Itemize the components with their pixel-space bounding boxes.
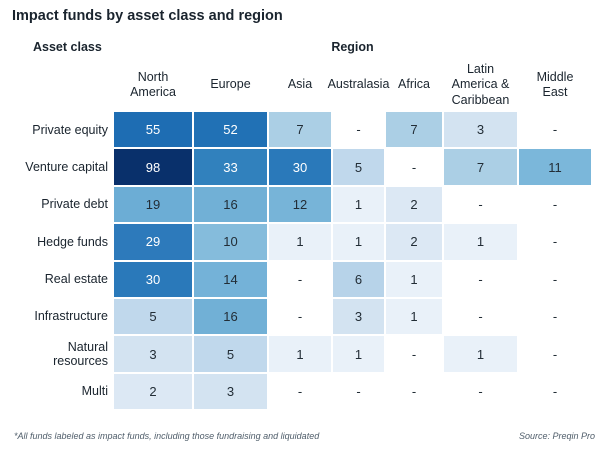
heatmap-cell: 1 (444, 224, 517, 260)
chart-title: Impact funds by asset class and region (12, 8, 283, 24)
row-label-text: Hedge funds (37, 234, 108, 249)
heatmap-cell: 1 (269, 224, 331, 260)
col-header-3: Asia (269, 60, 331, 110)
col-header-label: Australasia (327, 77, 390, 92)
row-label-text: Real estate (44, 272, 108, 287)
heatmap-cell: 19 (114, 186, 192, 223)
col-header-6: Latin America & Caribbean (444, 60, 517, 110)
heatmap-cell: - (519, 224, 591, 260)
heatmap-cell: - (519, 261, 591, 297)
heatmap-cell: 30 (114, 261, 192, 297)
row-label-text: Natural resources (53, 339, 108, 369)
heatmap-cell: - (386, 336, 442, 372)
heatmap-cell: 1 (444, 336, 517, 372)
heatmap-cell: - (444, 261, 517, 297)
row-label-6: Infrastructure (0, 299, 112, 334)
heatmap-cell: - (519, 186, 591, 223)
heatmap-cell: - (519, 373, 591, 410)
heatmap-cell: 6 (333, 261, 384, 297)
heatmap-cell: - (333, 112, 384, 148)
heatmap-cell: - (519, 298, 591, 335)
heatmap-cell: - (519, 336, 591, 372)
heatmap-cell: 3 (333, 298, 384, 335)
col-header-2: Europe (194, 60, 267, 110)
col-header-4: Australasia (328, 60, 390, 110)
heatmap-cell: 3 (444, 112, 517, 148)
heatmap-cell: 7 (444, 149, 517, 185)
heatmap-cell: 10 (194, 224, 267, 260)
heatmap-cell: 1 (333, 224, 384, 260)
col-header-7: Middle East (519, 60, 591, 110)
row-label-text: Private debt (41, 197, 108, 212)
heatmap-cell: 2 (386, 224, 442, 260)
heatmap-cell: - (444, 186, 517, 223)
heatmap-cell: 12 (269, 186, 331, 223)
heatmap-cell: 1 (386, 261, 442, 297)
heatmap-cell: 1 (386, 298, 442, 335)
heatmap-cell: 7 (386, 112, 442, 148)
heatmap-cell: 7 (269, 112, 331, 148)
heatmap-cell: 30 (269, 149, 331, 185)
heatmap-cell: - (269, 261, 331, 297)
heatmap-cell: 14 (194, 261, 267, 297)
heatmap-grid: North America Europe Asia Australasia Africa… (0, 60, 591, 410)
row-label-text: Private equity (32, 122, 108, 137)
heatmap-cell: 16 (194, 186, 267, 223)
heatmap-cell: - (333, 373, 384, 410)
col-axis-label: Region (331, 40, 374, 54)
row-label-text: Venture capital (25, 159, 108, 174)
heatmap-cell: 5 (194, 336, 267, 372)
heatmap-cell: 52 (194, 112, 267, 148)
row-label-4: Hedge funds (0, 224, 112, 259)
col-header-label: Latin America & Caribbean (451, 62, 510, 107)
row-label-1: Private equity (0, 112, 112, 147)
col-header-1: North America (114, 60, 192, 110)
heatmap-cell: 3 (194, 373, 267, 410)
row-axis-label: Asset class (33, 40, 102, 54)
heatmap-cell: 16 (194, 298, 267, 335)
col-header-label: Asia (287, 77, 313, 92)
footnote: *All funds labeled as impact funds, incl… (14, 431, 320, 441)
heatmap-cell: - (269, 298, 331, 335)
source-credit: Source: Preqin Pro (518, 431, 595, 441)
heatmap-cell: 33 (194, 149, 267, 185)
heatmap-cell: 5 (333, 149, 384, 185)
heatmap-cell: - (386, 149, 442, 185)
heatmap-cell: - (269, 373, 331, 410)
heatmap-cell: 55 (114, 112, 192, 148)
heatmap-cell: 2 (386, 186, 442, 223)
row-label-8: Multi (0, 374, 112, 409)
col-header-label: Middle East (536, 69, 574, 99)
heatmap-cell: 2 (114, 373, 192, 410)
heatmap-cell: 1 (269, 336, 331, 372)
heatmap-cell: - (444, 373, 517, 410)
heatmap-cell: - (444, 298, 517, 335)
heatmap-cell: - (519, 112, 591, 148)
row-label-5: Real estate (0, 262, 112, 297)
col-header-label: Europe (210, 77, 251, 92)
heatmap-cell: 5 (114, 298, 192, 335)
row-label-text: Multi (81, 384, 108, 399)
heatmap-cell: - (386, 373, 442, 410)
col-header-5: Africa (386, 60, 442, 110)
row-label-2: Venture capital (0, 149, 112, 184)
col-header-label: Africa (398, 77, 430, 92)
heatmap-cell: 1 (333, 336, 384, 372)
heatmap-cell: 11 (519, 149, 591, 185)
heatmap-cell: 1 (333, 186, 384, 223)
row-label-text: Infrastructure (34, 309, 108, 324)
row-label-7: Natural resources (0, 336, 112, 371)
grid-corner (0, 60, 112, 110)
heatmap-cell: 3 (114, 336, 192, 372)
heatmap-cell: 98 (114, 149, 192, 185)
heatmap-cell: 29 (114, 224, 192, 260)
row-label-3: Private debt (0, 187, 112, 222)
col-header-label: North America (130, 69, 176, 99)
